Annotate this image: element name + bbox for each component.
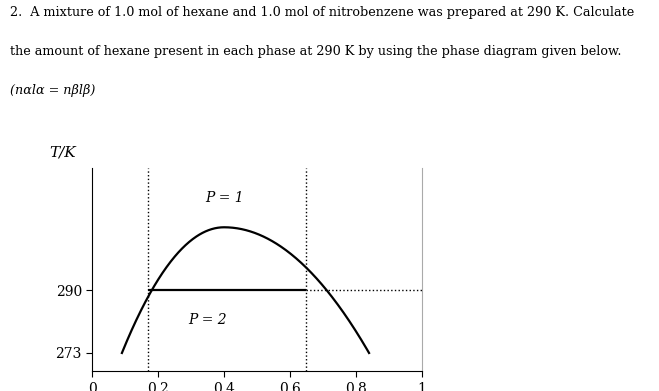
Text: the amount of hexane present in each phase at 290 K by using the phase diagram g: the amount of hexane present in each pha… <box>10 45 621 58</box>
Text: 2.  A mixture of 1.0 mol of hexane and 1.0 mol of nitrobenzene was prepared at 2: 2. A mixture of 1.0 mol of hexane and 1.… <box>10 6 634 19</box>
Text: T/K: T/K <box>49 146 76 160</box>
Text: (nαlα = nβlβ): (nαlα = nβlβ) <box>10 84 96 97</box>
Text: P = 1: P = 1 <box>205 191 243 205</box>
Text: P = 2: P = 2 <box>188 313 227 327</box>
